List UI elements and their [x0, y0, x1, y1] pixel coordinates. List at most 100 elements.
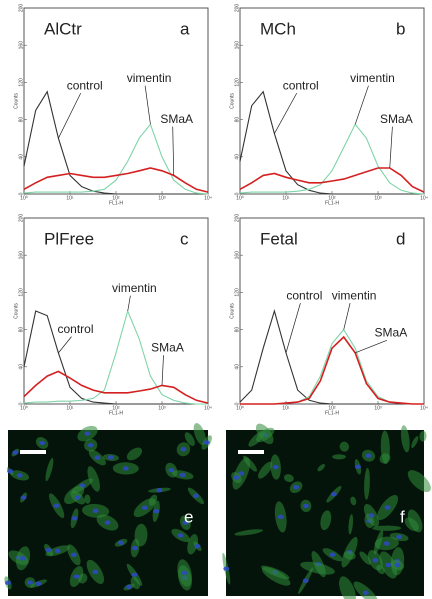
nucleus [329, 552, 336, 557]
cell [404, 517, 419, 532]
histogram-line [239, 167, 425, 193]
x-tick-label: 10³ [158, 405, 166, 411]
leader-line [161, 355, 164, 386]
series-label: vimentin [112, 281, 157, 295]
series-label: SMaA [160, 112, 193, 126]
y-axis-label: Counts [229, 93, 235, 109]
series-label: control [58, 322, 94, 336]
cell [148, 494, 158, 506]
nucleus [132, 545, 139, 551]
nucleus [385, 562, 392, 568]
cell [87, 466, 100, 492]
cell [332, 454, 346, 460]
histogram-line [23, 123, 209, 195]
nucleus [39, 440, 46, 446]
series-label: vimentin [332, 288, 377, 302]
x-tick-label: 10² [112, 405, 120, 411]
series-label: control [286, 288, 322, 302]
nucleus [126, 584, 133, 590]
nucleus [177, 533, 184, 538]
cell [419, 430, 427, 442]
y-tick-label: 80 [18, 117, 24, 123]
y-tick-label: 0 [18, 402, 24, 405]
leader-line [354, 85, 369, 125]
y-tick-label: 200 [18, 4, 24, 13]
nucleus [27, 580, 34, 585]
cell [184, 432, 195, 446]
nucleus [354, 464, 361, 469]
cell [373, 529, 384, 555]
nucleus [5, 580, 12, 586]
x-tick-label: 10² [112, 195, 120, 201]
nucleus [71, 516, 78, 521]
cell [126, 447, 143, 461]
cell [348, 514, 354, 535]
cell [45, 457, 54, 482]
cell [317, 463, 326, 472]
leader-line [343, 303, 351, 330]
leader-line [144, 85, 151, 125]
nucleus [179, 472, 186, 478]
y-tick-label: 80 [234, 327, 240, 333]
histogram-line [239, 90, 424, 195]
nucleus [233, 475, 240, 480]
x-tick-label: 10⁴ [420, 405, 428, 411]
x-tick-label: 10⁴ [204, 405, 212, 411]
series-label: control [67, 78, 103, 92]
plot-frame [23, 7, 209, 195]
nucleus [94, 455, 101, 460]
nucleus [92, 569, 99, 575]
nucleus [302, 503, 309, 509]
leader-line [274, 92, 298, 134]
histogram-line [23, 310, 208, 405]
x-tick-label: 10¹ [66, 405, 74, 411]
nucleus [141, 505, 148, 510]
y-tick-label: 200 [234, 214, 240, 223]
series-label: SMaA [380, 112, 413, 126]
y-tick-label: 200 [18, 214, 24, 223]
nucleus [156, 487, 163, 493]
nucleus [368, 513, 375, 518]
cell [343, 551, 356, 560]
nucleus [365, 453, 372, 458]
x-tick-label: 10⁰ [20, 405, 28, 411]
image-label: e [184, 507, 193, 526]
x-axis-label: FL1-H [109, 200, 123, 206]
x-tick-label: 10⁰ [20, 195, 28, 201]
cell [248, 430, 265, 447]
nucleus [362, 590, 369, 596]
cell [372, 525, 402, 531]
image-label: f [400, 507, 405, 526]
y-tick-label: 40 [18, 364, 24, 370]
nucleus [118, 540, 125, 545]
nucleus [122, 466, 129, 471]
series-label: vimentin [127, 71, 172, 85]
nucleus [180, 447, 187, 452]
cell [300, 561, 335, 575]
x-tick-label: 10⁴ [420, 195, 428, 201]
panel-title: Fetal [260, 229, 298, 248]
x-tick-label: 10⁰ [236, 405, 244, 411]
series-label: SMaA [375, 325, 408, 339]
leader-line [58, 92, 82, 139]
y-tick-label: 0 [18, 192, 24, 195]
nucleus [104, 520, 111, 525]
histogram-line [239, 309, 424, 405]
nucleus [70, 552, 77, 558]
y-tick-label: 80 [234, 117, 240, 123]
nucleus [54, 548, 61, 553]
cell [243, 455, 258, 472]
x-tick-label: 10³ [158, 195, 166, 201]
panel-title: MCh [260, 19, 296, 38]
x-tick-label: 10¹ [66, 195, 74, 201]
nucleus [192, 493, 199, 499]
cell [339, 576, 356, 599]
x-tick-label: 10¹ [282, 405, 290, 411]
y-tick-label: 0 [234, 192, 240, 195]
y-tick-label: 80 [18, 327, 24, 333]
x-tick-label: 10⁴ [204, 195, 212, 201]
panel-letter: a [180, 19, 190, 38]
nucleus [203, 440, 210, 445]
histogram-line [23, 167, 209, 193]
cell [84, 494, 91, 504]
